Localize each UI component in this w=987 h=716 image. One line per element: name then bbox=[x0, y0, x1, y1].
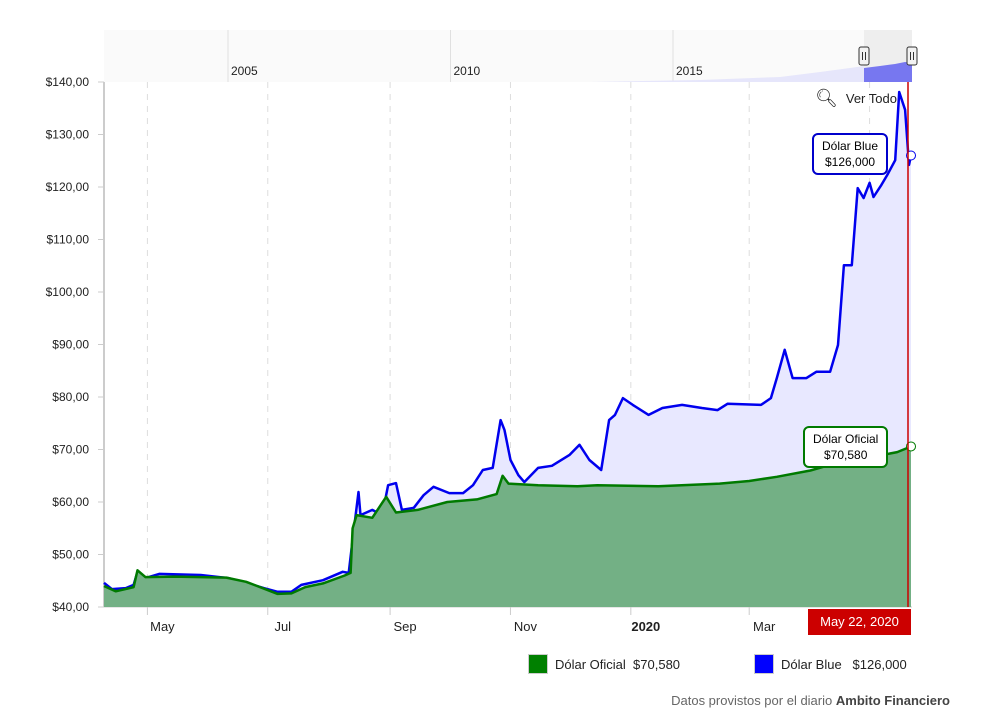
y-tick-label: $140,00 bbox=[46, 75, 90, 89]
x-tick-label: Sep bbox=[394, 619, 417, 634]
y-tick-label: $40,00 bbox=[52, 600, 89, 614]
tooltip-blue-name: Dólar Blue bbox=[822, 139, 879, 153]
navigator-series-area bbox=[590, 66, 864, 82]
navigator-selected-series bbox=[864, 62, 912, 82]
y-tick-label: $120,00 bbox=[46, 180, 90, 194]
credit: Datos provistos por el diario Ambito Fin… bbox=[671, 693, 950, 708]
tooltip-blue-value: $126,000 bbox=[824, 155, 876, 169]
tooltip-oficial-value: $70,580 bbox=[823, 448, 868, 462]
y-tick-label: $50,00 bbox=[52, 548, 89, 562]
navigator-handle[interactable] bbox=[858, 46, 870, 66]
navigator-year-label: 2015 bbox=[676, 64, 703, 78]
y-tick-label: $70,00 bbox=[52, 443, 89, 457]
legend-swatch-blue bbox=[754, 654, 774, 674]
navigator-year-label: 2005 bbox=[231, 64, 258, 78]
navigator-background bbox=[104, 30, 912, 82]
legend-item-oficial[interactable]: Dólar Oficial $70,580 bbox=[528, 654, 680, 674]
legend-value: $70,580 bbox=[633, 656, 681, 672]
y-tick-label: $60,00 bbox=[52, 495, 89, 509]
navigator-handle-box bbox=[906, 46, 918, 66]
tooltip-oficial-name: Dólar Oficial bbox=[813, 432, 879, 446]
credit-source: Ambito Financiero bbox=[835, 693, 950, 708]
x-tick-label: May bbox=[150, 619, 175, 634]
x-tick-label: Mar bbox=[753, 619, 776, 634]
legend-swatch-oficial bbox=[528, 654, 548, 674]
series-line-oficial bbox=[103, 445, 912, 596]
y-tick-label: $110,00 bbox=[47, 233, 90, 247]
navigator-year-label: 2010 bbox=[454, 64, 481, 78]
series-line-blue bbox=[103, 90, 913, 594]
legend-value: $126,000 bbox=[852, 656, 907, 672]
navigator-handle-box bbox=[858, 46, 870, 66]
series-area-blue bbox=[104, 92, 911, 607]
x-tick-label: Jul bbox=[274, 619, 291, 634]
ver-todo-button[interactable]: 🔍︎ Ver Todo bbox=[815, 88, 897, 109]
y-tick-label: $80,00 bbox=[52, 390, 89, 404]
y-tick-label: $130,00 bbox=[46, 128, 90, 142]
tooltip-blue: Dólar Blue $126,000 bbox=[812, 133, 889, 175]
legend-name: Dólar Blue bbox=[781, 656, 842, 672]
x-tick-label: Nov bbox=[514, 619, 538, 634]
credit-prefix: Datos provistos por el diario bbox=[671, 693, 833, 708]
legend-name: Dólar Oficial bbox=[555, 656, 626, 672]
navigator-handle[interactable] bbox=[906, 46, 918, 66]
ver-todo-label: Ver Todo bbox=[845, 91, 897, 106]
legend-item-blue[interactable]: Dólar Blue $126,000 bbox=[754, 654, 907, 674]
series-area-oficial bbox=[104, 446, 911, 607]
y-tick-label: $90,00 bbox=[52, 338, 89, 352]
zoom-out-icon: 🔍︎ bbox=[815, 88, 838, 108]
x-tick-label: 2020 bbox=[631, 619, 660, 634]
tooltip-oficial: Dólar Oficial $70,580 bbox=[803, 426, 889, 468]
y-tick-label: $100,00 bbox=[46, 285, 90, 299]
crosshair-date-label: May 22, 2020 bbox=[808, 609, 911, 635]
